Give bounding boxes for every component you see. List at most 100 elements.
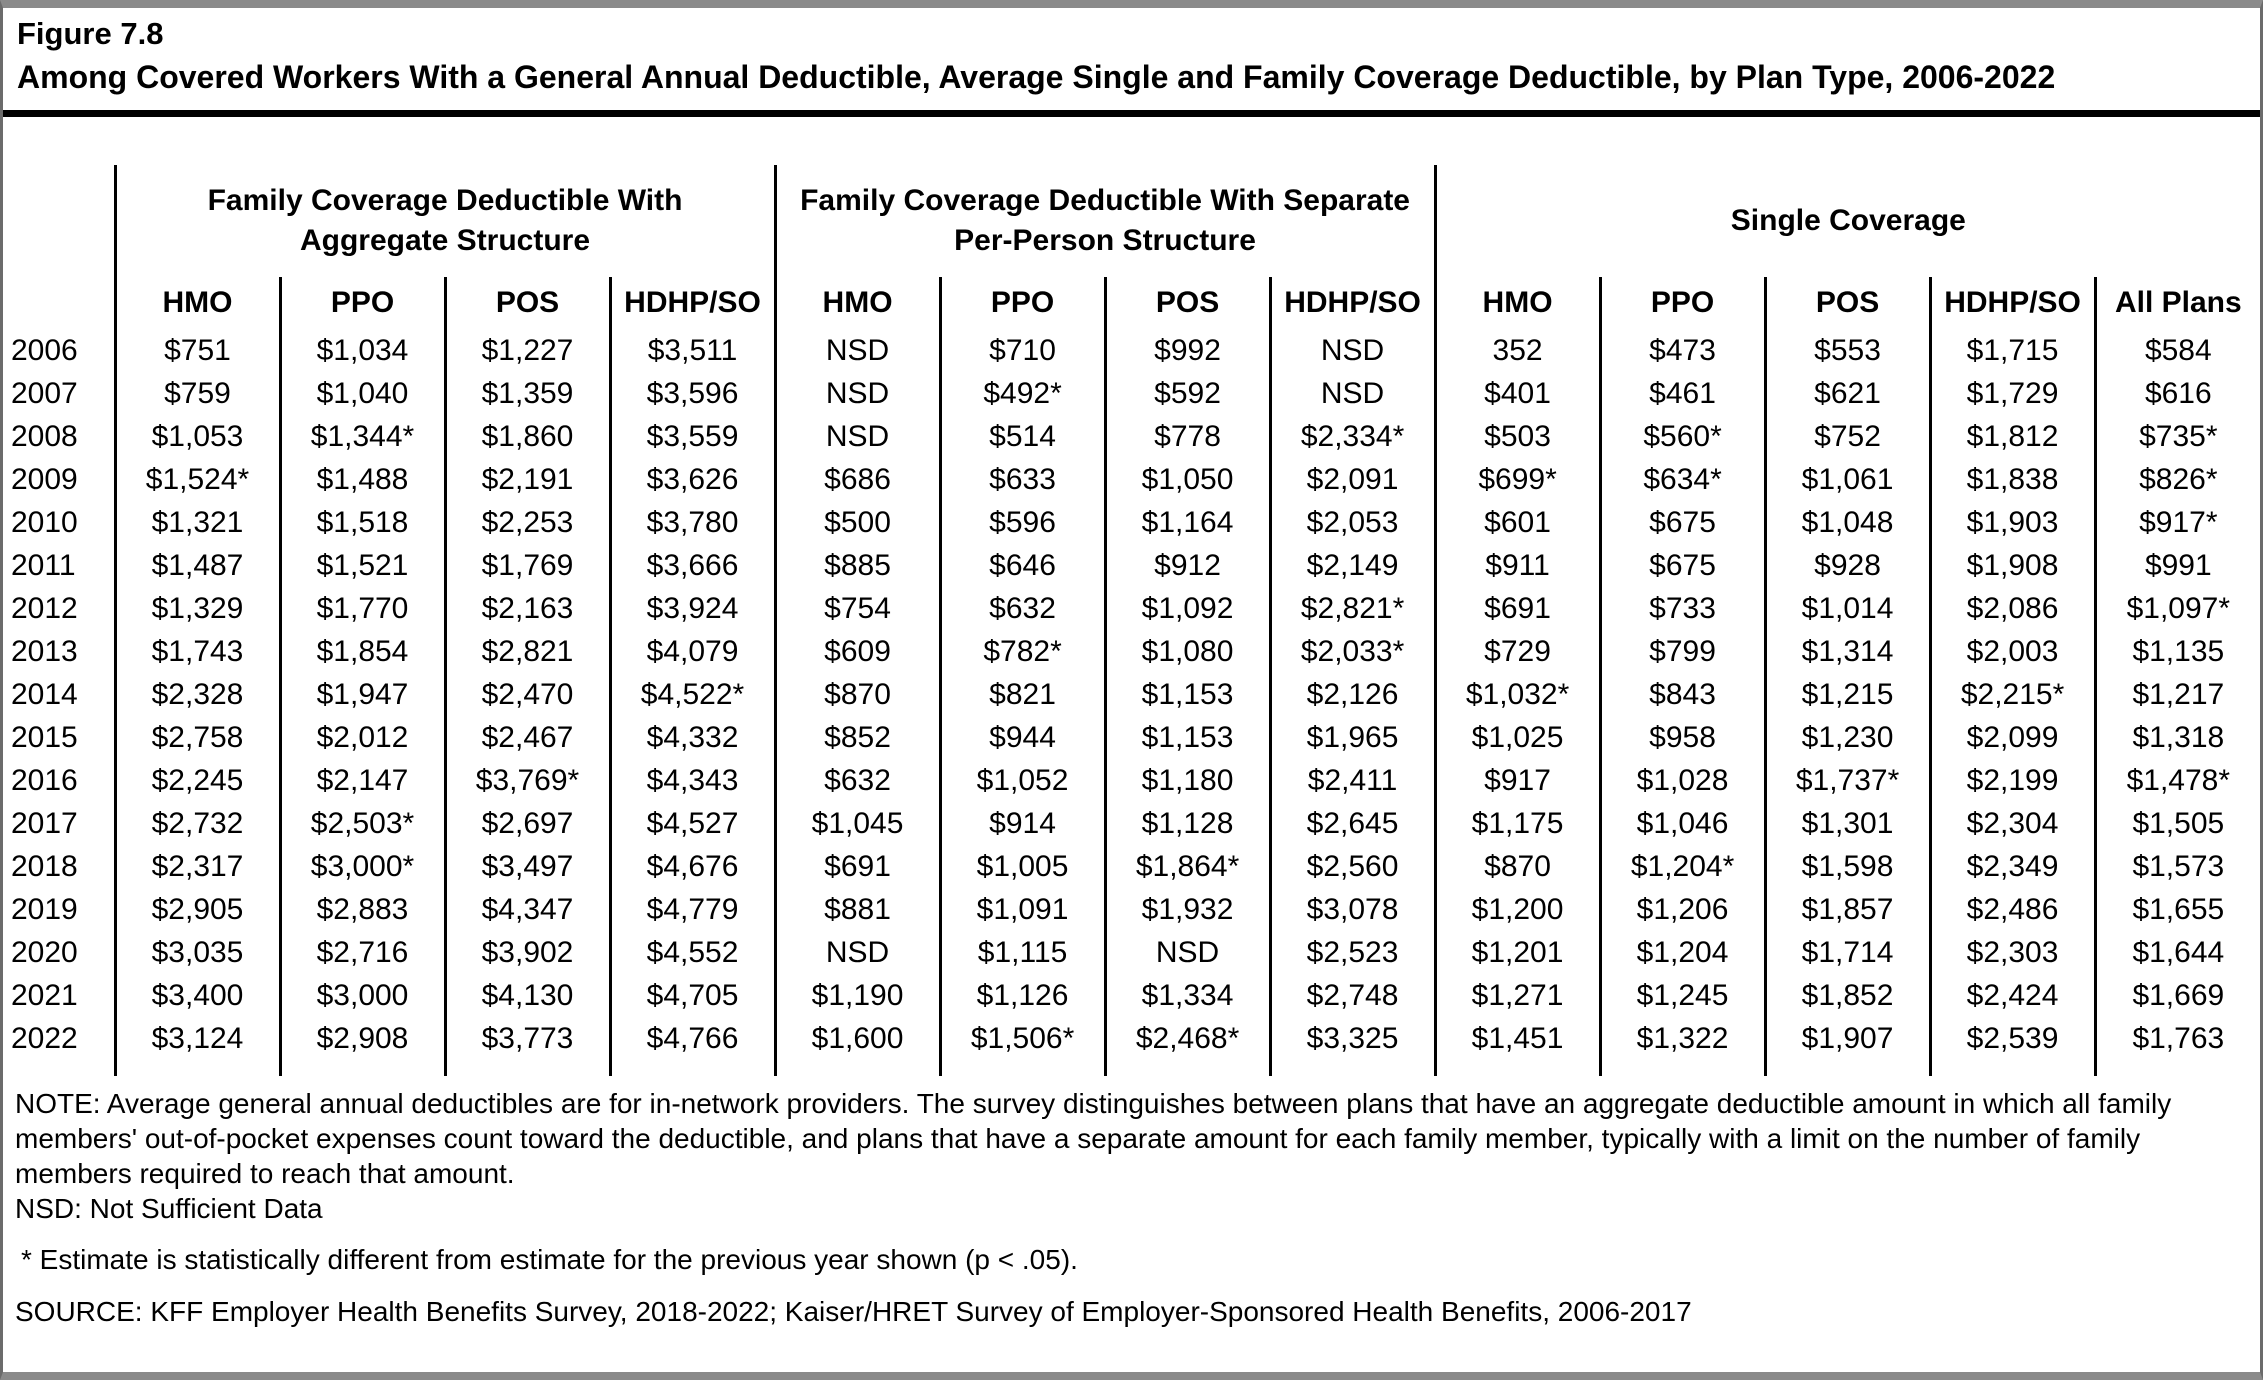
value-cell: $514 [938,415,1106,458]
value-cell: $609 [773,630,941,673]
value-cell: $1,864* [1103,845,1271,888]
value-cell: $675 [1598,544,1766,587]
year-cell: 2017 [11,806,78,840]
value-cell: $596 [938,501,1106,544]
value-cell: $1,215 [1763,673,1931,716]
value-cell: $914 [938,802,1106,845]
value-cell: $4,676 [608,845,776,888]
value-cell: $553 [1763,329,1931,372]
value-cell: $1,769 [443,544,610,587]
spacer-cell [773,1060,941,1076]
value-cell: $1,857 [1763,888,1931,931]
value-cell: $917 [1433,759,1601,802]
group-header-single-coverage: Single Coverage [1433,165,2260,277]
value-cell: $4,343 [608,759,776,802]
value-cell: $3,559 [608,415,776,458]
value-cell: NSD [773,372,941,415]
value-cell: $2,349 [1928,845,2096,888]
year-cell: 2009 [11,462,78,496]
value-cell: $1,451 [1433,1017,1601,1060]
value-cell: $1,040 [278,372,445,415]
value-cell: $2,697 [443,802,610,845]
value-cell: $1,329 [113,587,280,630]
value-cell: $1,048 [1763,501,1931,544]
value-cell: $1,204 [1598,931,1766,974]
value-cell: $928 [1763,544,1931,587]
value-cell: $675 [1598,501,1766,544]
value-cell: $2,905 [113,888,280,931]
year-cell: 2011 [11,548,76,582]
value-cell: $4,079 [608,630,776,673]
value-cell: $2,199 [1928,759,2096,802]
value-cell: $1,932 [1103,888,1271,931]
value-cell: $2,304 [1928,802,2096,845]
value-cell: $799 [1598,630,1766,673]
value-cell: $2,334* [1268,415,1436,458]
value-cell: $1,854 [278,630,445,673]
spacer-cell [1433,1060,1601,1076]
value-cell: $584 [2093,329,2260,372]
year-cell: 2016 [11,763,78,797]
value-cell: $2,053 [1268,501,1436,544]
value-cell: $1,506* [938,1017,1106,1060]
value-cell: $1,334 [1103,974,1271,1017]
value-cell: $3,000* [278,845,445,888]
value-cell: $1,838 [1928,458,2096,501]
value-cell: $751 [113,329,280,372]
figure-number: Figure 7.8 [17,16,164,51]
value-cell: $729 [1433,630,1601,673]
value-cell: $1,965 [1268,716,1436,759]
value-cell: $646 [938,544,1106,587]
value-cell: $1,080 [1103,630,1271,673]
table-row: 2009 $1,524* $1,488 $2,191 $3,626 $686 $633 $1,… [3,458,2260,501]
table-row: 2021 $3,400 $3,000 $4,130 $4,705 $1,190 $1,126… [3,974,2260,1017]
value-cell: $1,737* [1763,759,1931,802]
value-cell: $3,497 [443,845,610,888]
value-cell: $1,322 [1598,1017,1766,1060]
source-line: SOURCE: KFF Employer Health Benefits Sur… [15,1296,1692,1327]
value-cell: $710 [938,329,1106,372]
value-cell: $592 [1103,372,1271,415]
value-cell: $843 [1598,673,1766,716]
value-cell: $1,200 [1433,888,1601,931]
value-cell: $2,099 [1928,716,2096,759]
value-cell: $1,763 [2093,1017,2260,1060]
column-header-pos: POS [443,277,610,329]
value-cell: $3,124 [113,1017,280,1060]
year-cell: 2007 [11,376,78,410]
value-cell: $492* [938,372,1106,415]
value-cell: $1,050 [1103,458,1271,501]
value-cell: $1,135 [2093,630,2260,673]
value-cell: $2,503* [278,802,445,845]
value-cell: $1,860 [443,415,610,458]
value-cell: $2,003 [1928,630,2096,673]
value-cell: $3,924 [608,587,776,630]
value-cell: $1,478* [2093,759,2260,802]
year-column-header [3,165,115,329]
value-cell: $601 [1433,501,1601,544]
value-cell: NSD [1103,931,1271,974]
table-row: 2022 $3,124 $2,908 $3,773 $4,766 $1,600 $1,506… [3,1017,2260,1060]
year-cell: 2020 [11,935,78,969]
value-cell: $826* [2093,458,2260,501]
group-header-family-separate: Family Coverage Deductible With Separate… [773,165,1436,277]
value-cell: $2,147 [278,759,445,802]
table-row: 2013 $1,743 $1,854 $2,821 $4,079 $609 $782* $1,… [3,630,2260,673]
value-cell: $2,149 [1268,544,1436,587]
value-cell: $621 [1763,372,1931,415]
value-cell: $3,902 [443,931,610,974]
value-cell: $3,400 [113,974,280,1017]
value-cell: $3,035 [113,931,280,974]
value-cell: $1,714 [1763,931,1931,974]
value-cell: $3,780 [608,501,776,544]
value-cell: $634* [1598,458,1766,501]
column-header-hmo: HMO [773,277,941,329]
value-cell: $1,206 [1598,888,1766,931]
note-text: NOTE: Average general annual deductibles… [15,1088,2172,1189]
value-cell: $4,779 [608,888,776,931]
value-cell: $1,344* [278,415,445,458]
value-cell: $401 [1433,372,1601,415]
year-cell: 2022 [11,1021,78,1055]
value-cell: $1,524* [113,458,280,501]
value-cell: $1,715 [1928,329,2096,372]
